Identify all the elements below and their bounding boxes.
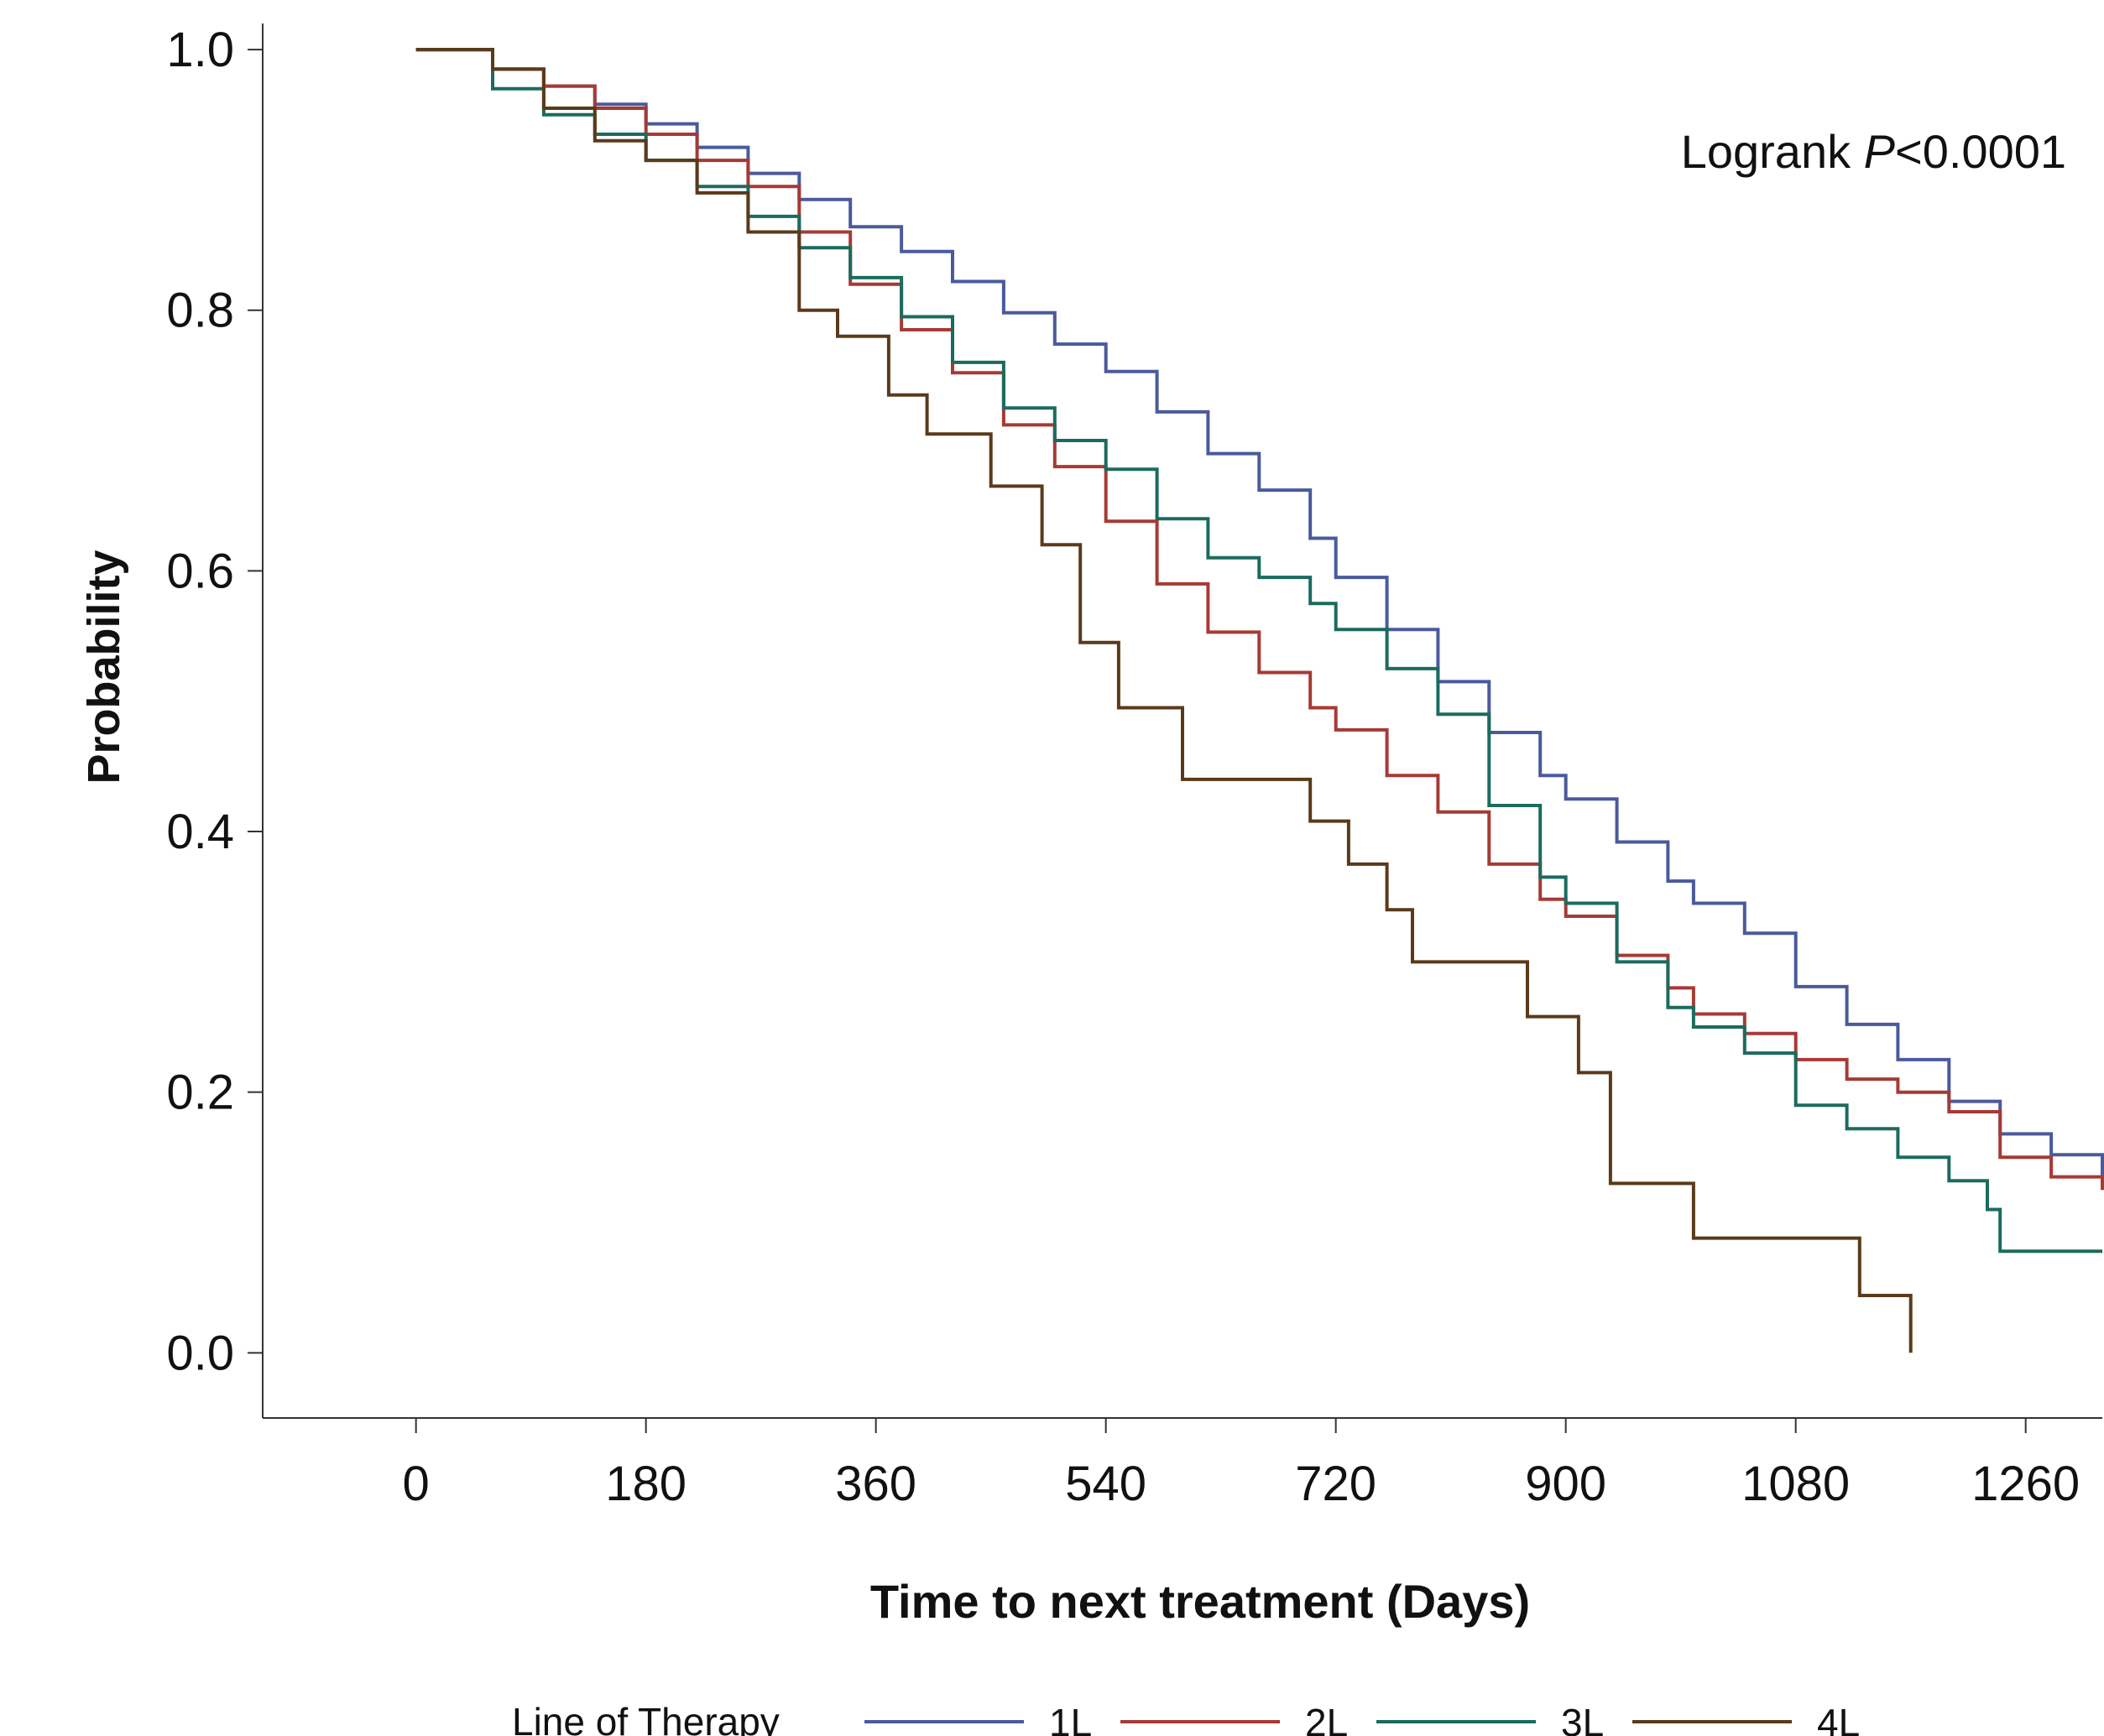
series-line-1L xyxy=(415,48,2104,1186)
x-tick-label: 0 xyxy=(403,1457,430,1511)
legend: Line of Therapy 1L 2L 3L 4L xyxy=(512,1700,1860,1736)
y-tick-label: 0.0 xyxy=(166,1326,234,1380)
legend-label-2L: 2L xyxy=(1305,1701,1348,1736)
logrank-annotation: Logrank P<0.0001 xyxy=(1681,125,2066,178)
x-tick-label: 720 xyxy=(1295,1457,1376,1511)
legend-label-3L: 3L xyxy=(1561,1701,1604,1736)
x-tick-label: 1260 xyxy=(1971,1457,2080,1511)
legend-title: Line of Therapy xyxy=(512,1700,780,1736)
logrank-prefix: Logrank xyxy=(1681,125,1864,178)
y-tick-label: 0.8 xyxy=(166,284,234,338)
logrank-p: P xyxy=(1864,125,1895,178)
legend-label-1L: 1L xyxy=(1049,1701,1092,1736)
y-axis-title: Probability xyxy=(79,550,129,784)
x-axis-title: Time to next treatment (Days) xyxy=(870,1575,1530,1628)
axes: 0.0 0.2 0.4 0.6 0.8 1.0 0 180 360 540 720 900 1080 12… xyxy=(166,23,2102,1511)
y-tick-label: 0.2 xyxy=(166,1066,234,1120)
plot-lines xyxy=(415,48,2104,1353)
logrank-value: <0.0001 xyxy=(1895,125,2066,178)
legend-label-4L: 4L xyxy=(1817,1701,1860,1736)
series-line-2L xyxy=(415,48,2104,1191)
x-tick-label: 900 xyxy=(1525,1457,1606,1511)
y-tick-label: 0.6 xyxy=(166,544,234,598)
y-tick-label: 0.4 xyxy=(166,805,234,859)
y-tick-label: 1.0 xyxy=(166,23,234,77)
series-line-4L xyxy=(415,48,1913,1353)
x-tick-label: 180 xyxy=(605,1457,687,1511)
series-line-3L xyxy=(415,48,2102,1254)
x-tick-label: 360 xyxy=(835,1457,916,1511)
x-tick-label: 540 xyxy=(1065,1457,1146,1511)
x-tick-label: 1080 xyxy=(1741,1457,1850,1511)
